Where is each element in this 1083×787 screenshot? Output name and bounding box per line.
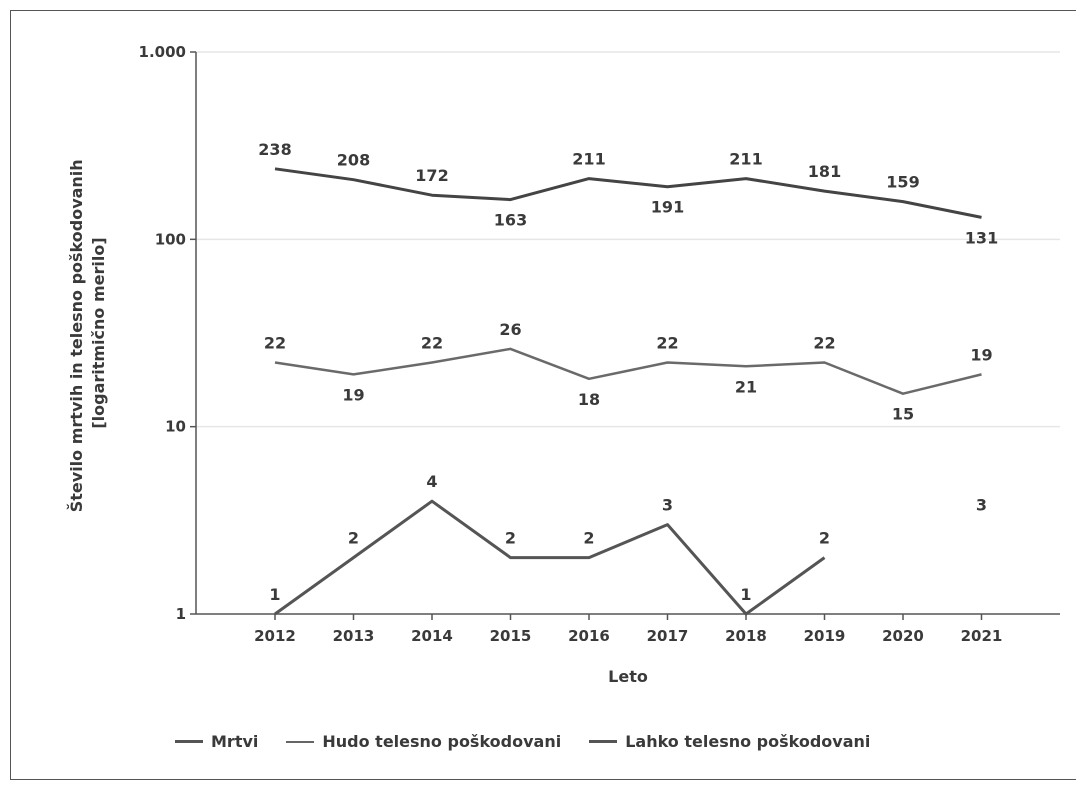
x-tick-label: 2018 — [725, 627, 767, 645]
y-tick-label: 1 — [176, 605, 186, 623]
data-label-mrtvi: 1 — [740, 585, 751, 604]
series-line-mrtvi — [274, 499, 826, 616]
legend-item-mrtvi: Mrtvi — [175, 732, 258, 751]
x-tick-label: 2013 — [333, 627, 375, 645]
legend-item-hudo: Hudo telesno poškodovani — [286, 732, 561, 751]
data-label-hudo: 22 — [421, 334, 443, 353]
data-label-hudo: 21 — [735, 377, 757, 396]
data-label-lahko: 181 — [808, 162, 841, 181]
legend-swatch-hudo — [286, 740, 315, 743]
data-label-hudo: 19 — [970, 345, 992, 364]
legend: Mrtvi Hudo telesno poškodovani Lahko tel… — [175, 732, 870, 751]
series-line-lahko — [274, 167, 982, 219]
y-tick-labels: 1 10 100 1.000 — [139, 43, 186, 623]
data-label-mrtvi: 3 — [662, 496, 673, 515]
data-label-mrtvi: 2 — [505, 529, 516, 548]
y-tick-label: 100 — [155, 230, 186, 248]
series-line-hudo — [274, 347, 982, 395]
data-label-hudo: 22 — [813, 334, 835, 353]
legend-label-hudo: Hudo telesno poškodovani — [322, 732, 562, 751]
data-label-hudo: 18 — [578, 390, 600, 409]
axes — [190, 51, 1060, 620]
series-lines — [274, 167, 982, 616]
x-tick-label: 2020 — [882, 627, 924, 645]
data-label-lahko: 172 — [415, 166, 448, 185]
chart-frame — [10, 10, 1076, 780]
legend-item-lahko: Lahko telesno poškodovani — [589, 732, 870, 751]
y-axis-label-line-2: [logaritmično merilo] — [89, 237, 108, 428]
x-tick-label: 2019 — [804, 627, 846, 645]
x-tick-label: 2021 — [961, 627, 1003, 645]
data-label-lahko: 211 — [729, 150, 762, 169]
data-label-lahko: 211 — [572, 150, 605, 169]
gridlines — [196, 51, 1060, 428]
x-axis-label: Leto — [608, 667, 648, 686]
data-label-lahko: 208 — [337, 151, 370, 170]
data-label-mrtvi: 2 — [348, 529, 359, 548]
x-tick-labels: 2012 2013 2014 2015 2016 2017 2018 2019 2020 2021 — [254, 627, 1002, 645]
x-tick-label: 2014 — [411, 627, 453, 645]
legend-label-mrtvi: Mrtvi — [211, 732, 259, 751]
data-label-lahko: 159 — [886, 173, 919, 192]
y-tick-label: 1.000 — [139, 43, 186, 61]
data-label-mrtvi: 2 — [583, 529, 594, 548]
data-label-lahko: 163 — [494, 211, 527, 230]
data-label-mrtvi: 1 — [269, 585, 280, 604]
x-tick-label: 2017 — [647, 627, 689, 645]
data-label-hudo: 26 — [499, 320, 521, 339]
data-label-mrtvi: 3 — [976, 496, 987, 515]
x-tick-label: 2016 — [568, 627, 610, 645]
data-label-hudo: 22 — [656, 334, 678, 353]
x-tick-label: 2012 — [254, 627, 296, 645]
data-label-mrtvi: 4 — [426, 472, 437, 491]
legend-label-lahko: Lahko telesno poškodovani — [625, 732, 871, 751]
y-axis-label: Število mrtvih in telesno poškodovanih [… — [67, 154, 108, 513]
legend-swatch-mrtvi — [175, 740, 203, 743]
legend-swatch-lahko — [589, 740, 618, 743]
data-label-hudo: 15 — [892, 405, 914, 424]
data-label-hudo: 22 — [264, 334, 286, 353]
y-tick-label: 10 — [165, 418, 186, 436]
x-tick-label: 2015 — [490, 627, 532, 645]
data-label-hudo: 19 — [342, 385, 364, 404]
y-axis-label-line-1: Število mrtvih in telesno poškodovanih — [67, 159, 86, 512]
data-label-mrtvi: 2 — [819, 529, 830, 548]
data-label-lahko: 131 — [965, 228, 998, 247]
data-label-lahko: 238 — [258, 140, 291, 159]
data-label-lahko: 191 — [651, 198, 684, 217]
